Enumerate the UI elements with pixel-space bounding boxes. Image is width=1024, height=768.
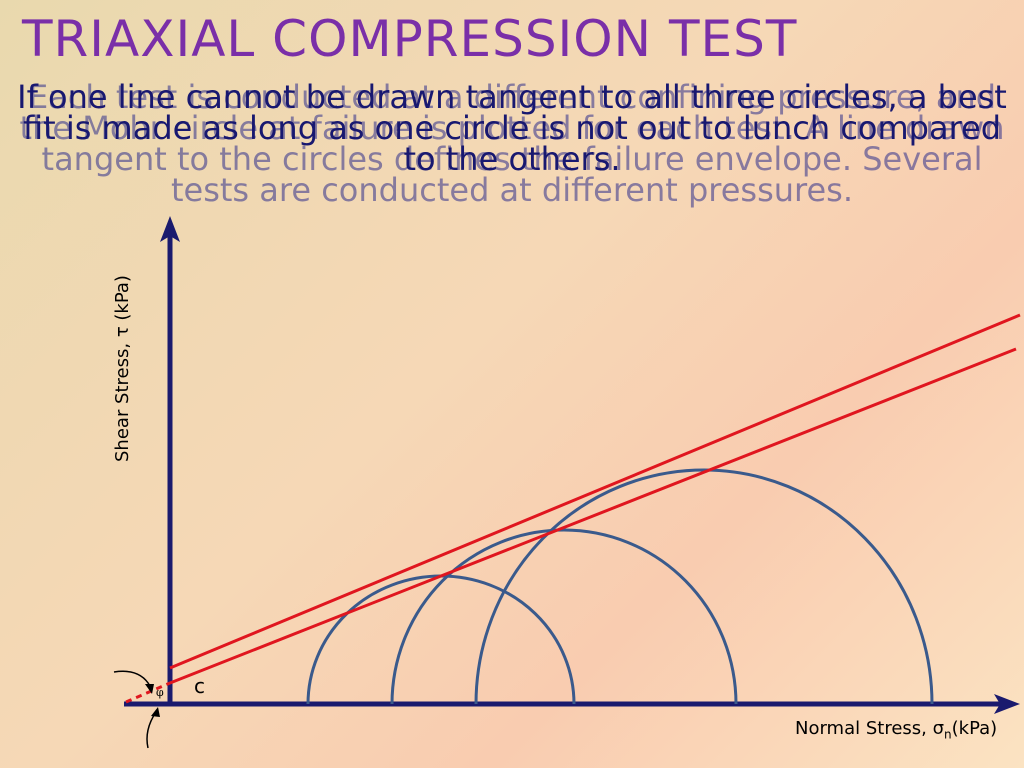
mohr-circle-2 <box>390 528 738 705</box>
phi-arrow-upper <box>113 670 151 687</box>
failure-envelope-2 <box>169 347 1017 685</box>
x-axis-label-subscript: n <box>944 727 952 742</box>
friction-angle-label: φ <box>156 686 164 699</box>
x-axis-label-unit: (kPa) <box>951 718 998 739</box>
overlapping-text-block: Each test is conducted at a different co… <box>10 78 1014 262</box>
phi-arrowhead-upper <box>145 684 154 694</box>
x-axis-label-main: Normal Stress, σ <box>795 718 945 739</box>
y-axis-arrowhead <box>160 216 180 242</box>
overlay-paragraph-1: If one line cannot be drawn tangent to a… <box>17 78 1007 178</box>
envelope-extension <box>125 681 171 704</box>
failure-envelope-1 <box>169 313 1021 670</box>
x-axis-label: Normal Stress, σn(kPa) <box>795 718 997 742</box>
x-axis-arrowhead <box>994 694 1020 714</box>
phi-arrowhead-lower <box>151 707 160 717</box>
overlay-paragraph-2: Each test is conducted at a different co… <box>19 78 1005 209</box>
cohesion-label: c <box>194 674 205 698</box>
mohr-circle-3 <box>474 468 934 705</box>
y-axis-label: Shear Stress, τ (kPa) <box>112 275 133 462</box>
phi-arrow-lower <box>146 711 157 749</box>
slide-title: TRIAXIAL COMPRESSION TEST <box>22 10 798 68</box>
